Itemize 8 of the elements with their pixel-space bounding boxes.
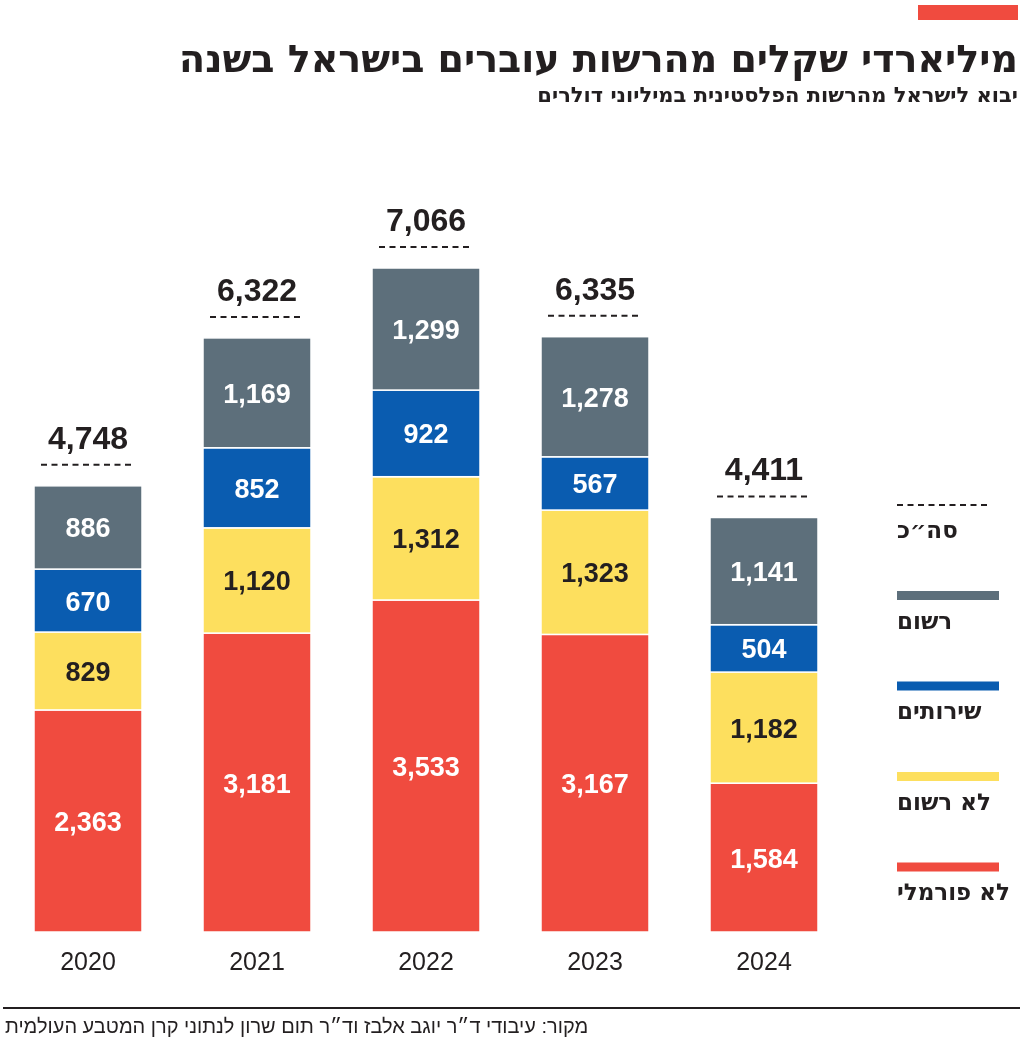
title: מיליארדי שקלים מהרשות עוברים בישראל בשנה bbox=[179, 37, 1018, 81]
legend-label: סה״כ bbox=[897, 517, 958, 543]
legend-label: שירותים bbox=[897, 698, 982, 724]
subtitle: יבוא לישראל מהרשות הפלסטינית במיליוני דולרים bbox=[537, 83, 1018, 107]
legend-label: לא פורמלי bbox=[897, 879, 1010, 905]
legend-label: לא רשום bbox=[897, 788, 991, 815]
legend-label: רשום bbox=[897, 607, 953, 634]
source: מקור: עיבודי ד״ר יוגב אלבז וד״ר תום שרון לנתוני קרן המטבע העולמית bbox=[5, 1015, 589, 1037]
